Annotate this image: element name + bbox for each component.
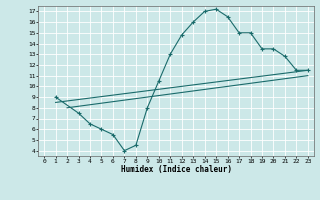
X-axis label: Humidex (Indice chaleur): Humidex (Indice chaleur)	[121, 165, 231, 174]
